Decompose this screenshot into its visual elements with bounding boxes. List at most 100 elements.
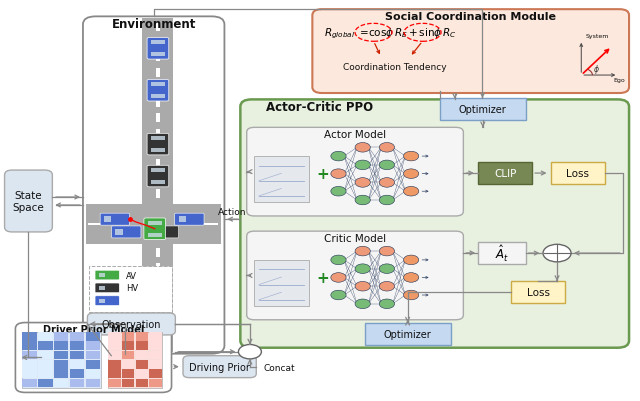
FancyBboxPatch shape bbox=[183, 356, 256, 378]
Bar bbox=[156, 174, 160, 183]
FancyBboxPatch shape bbox=[147, 134, 169, 156]
Text: $\phi$: $\phi$ bbox=[593, 63, 600, 76]
Bar bbox=[478, 163, 532, 184]
Bar bbox=[149, 332, 162, 341]
Text: Ego: Ego bbox=[614, 78, 625, 83]
Text: System: System bbox=[586, 34, 609, 39]
Bar bbox=[365, 323, 451, 344]
Circle shape bbox=[331, 170, 346, 179]
Bar bbox=[156, 38, 160, 47]
FancyBboxPatch shape bbox=[111, 227, 141, 238]
Bar bbox=[156, 294, 160, 302]
Bar bbox=[122, 360, 134, 369]
Bar bbox=[86, 360, 100, 369]
Circle shape bbox=[355, 282, 371, 291]
Bar bbox=[156, 248, 160, 257]
FancyBboxPatch shape bbox=[15, 323, 172, 393]
Bar bbox=[156, 263, 160, 272]
Bar bbox=[22, 332, 37, 341]
Bar bbox=[86, 351, 100, 359]
Circle shape bbox=[355, 299, 371, 309]
Circle shape bbox=[403, 290, 419, 300]
Text: Loss: Loss bbox=[566, 169, 589, 178]
Circle shape bbox=[331, 290, 346, 300]
Bar bbox=[112, 223, 126, 226]
Bar bbox=[86, 332, 100, 341]
Text: State
Space: State Space bbox=[13, 191, 44, 212]
Bar bbox=[149, 342, 162, 350]
Bar bbox=[70, 360, 84, 369]
Bar bbox=[70, 369, 84, 378]
Circle shape bbox=[239, 344, 261, 359]
Bar bbox=[440, 99, 526, 121]
Text: Action: Action bbox=[218, 208, 246, 217]
FancyBboxPatch shape bbox=[88, 313, 175, 335]
Bar bbox=[54, 332, 68, 341]
Bar bbox=[122, 351, 134, 359]
Circle shape bbox=[355, 143, 371, 153]
Text: $\hat{A}_t$: $\hat{A}_t$ bbox=[495, 243, 509, 263]
Bar bbox=[148, 233, 162, 237]
Bar bbox=[38, 369, 52, 378]
Circle shape bbox=[355, 178, 371, 188]
Bar bbox=[254, 261, 308, 306]
Bar bbox=[149, 379, 162, 387]
Bar bbox=[108, 360, 121, 369]
Text: Loss: Loss bbox=[527, 287, 550, 297]
Circle shape bbox=[380, 247, 394, 256]
Bar bbox=[108, 332, 121, 341]
FancyBboxPatch shape bbox=[312, 10, 629, 94]
FancyBboxPatch shape bbox=[149, 227, 179, 238]
Bar bbox=[22, 379, 37, 387]
Bar bbox=[151, 95, 165, 99]
FancyBboxPatch shape bbox=[175, 214, 204, 226]
Circle shape bbox=[380, 299, 394, 309]
Bar bbox=[22, 360, 37, 369]
FancyBboxPatch shape bbox=[95, 271, 119, 280]
Bar bbox=[156, 114, 160, 123]
FancyBboxPatch shape bbox=[147, 80, 169, 102]
Bar bbox=[149, 351, 162, 359]
Bar bbox=[22, 369, 37, 378]
Bar bbox=[136, 342, 148, 350]
Bar bbox=[38, 379, 52, 387]
Bar bbox=[70, 351, 84, 359]
FancyBboxPatch shape bbox=[95, 296, 119, 306]
Bar bbox=[156, 69, 160, 77]
Circle shape bbox=[403, 170, 419, 179]
Bar bbox=[148, 221, 162, 225]
Bar bbox=[153, 229, 161, 235]
Bar bbox=[156, 324, 160, 333]
Bar bbox=[142, 19, 173, 352]
Bar bbox=[70, 332, 84, 341]
Bar bbox=[180, 223, 194, 226]
Circle shape bbox=[331, 187, 346, 196]
Circle shape bbox=[355, 161, 371, 170]
Bar bbox=[151, 137, 165, 141]
Circle shape bbox=[380, 282, 394, 291]
Circle shape bbox=[403, 187, 419, 196]
Circle shape bbox=[331, 255, 346, 265]
Circle shape bbox=[355, 264, 371, 274]
Bar bbox=[38, 360, 52, 369]
FancyBboxPatch shape bbox=[147, 166, 169, 187]
Text: Optimizer: Optimizer bbox=[384, 329, 431, 339]
Bar bbox=[136, 369, 148, 378]
Circle shape bbox=[403, 273, 419, 283]
FancyBboxPatch shape bbox=[95, 284, 119, 293]
Bar bbox=[122, 342, 134, 350]
Circle shape bbox=[403, 152, 419, 162]
Text: Observation: Observation bbox=[102, 319, 161, 329]
Bar bbox=[54, 360, 68, 369]
Text: HV: HV bbox=[126, 284, 138, 293]
Bar bbox=[38, 342, 52, 350]
Bar bbox=[108, 332, 163, 388]
Bar bbox=[22, 351, 37, 359]
Bar bbox=[99, 299, 105, 303]
Bar bbox=[22, 332, 100, 388]
Bar bbox=[104, 217, 111, 223]
Bar bbox=[156, 84, 160, 93]
FancyBboxPatch shape bbox=[100, 214, 129, 226]
Bar bbox=[254, 157, 308, 203]
Circle shape bbox=[380, 264, 394, 274]
